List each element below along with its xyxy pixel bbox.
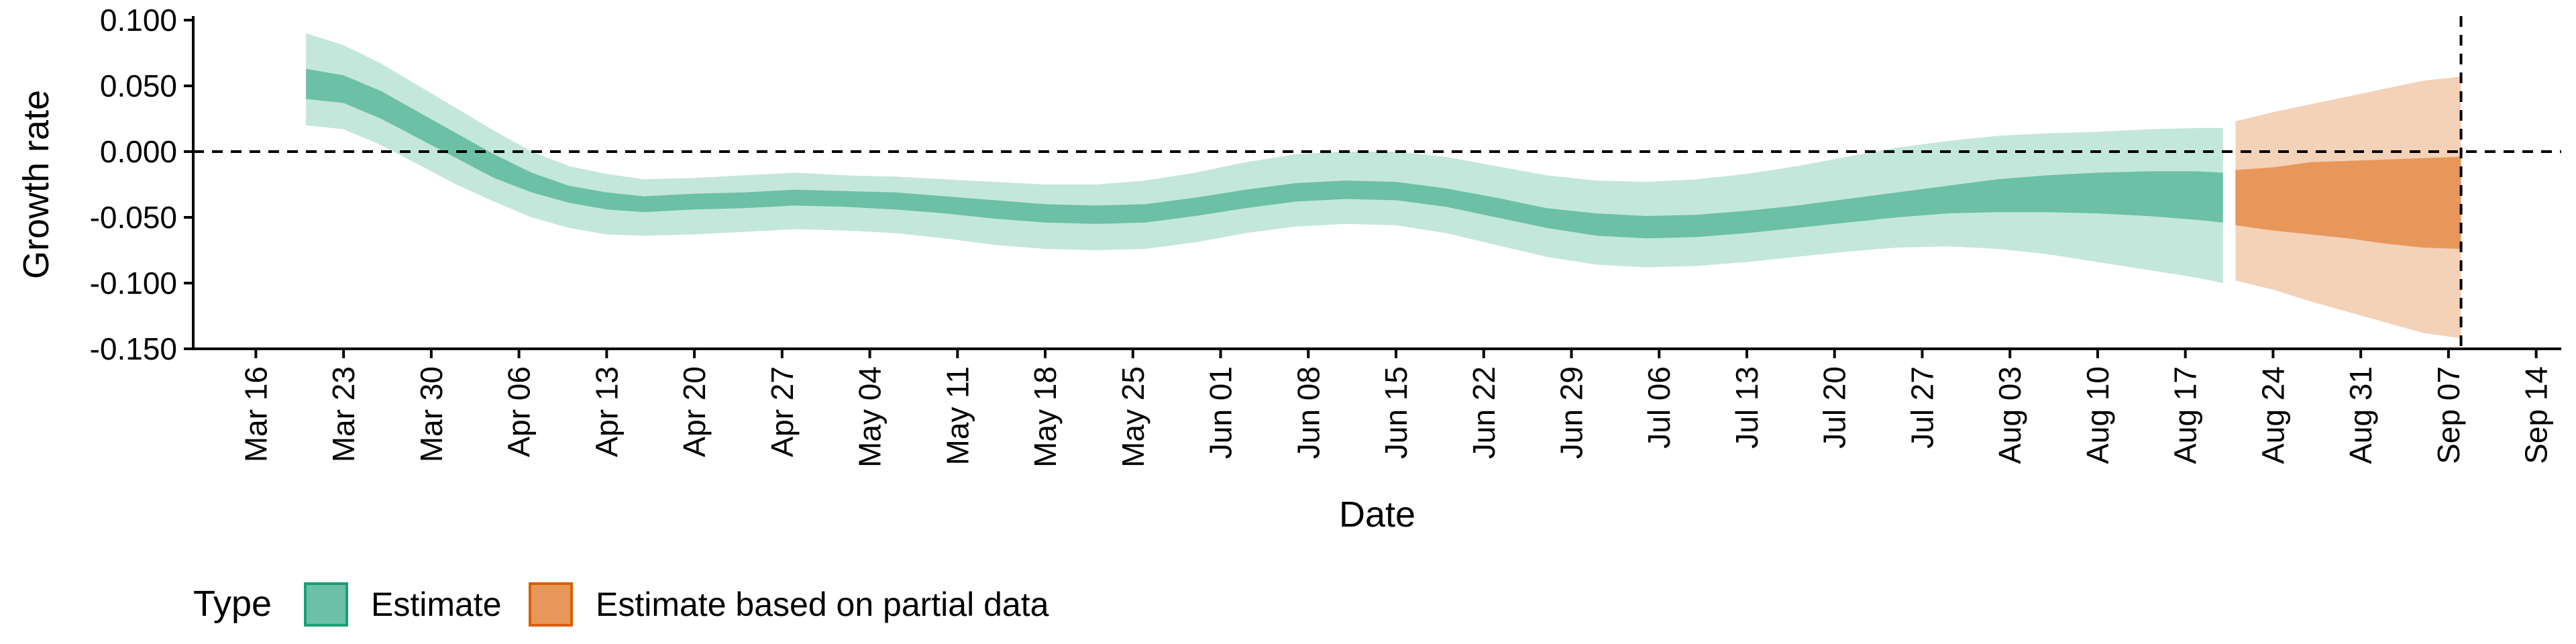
x-tick-label: Mar 23 bbox=[326, 366, 361, 462]
x-tick-label: Mar 30 bbox=[414, 366, 449, 462]
x-tick-label: Jun 29 bbox=[1554, 366, 1589, 459]
series-0-ribbon-50 bbox=[306, 68, 2223, 239]
x-tick-label: Aug 24 bbox=[2255, 366, 2290, 464]
x-tick-label: Jul 20 bbox=[1817, 366, 1852, 449]
y-tick-label: 0.050 bbox=[100, 68, 177, 103]
x-tick-label: Jun 08 bbox=[1291, 366, 1326, 459]
x-tick-label: Jun 01 bbox=[1203, 366, 1238, 459]
axes: 0.100 0.050 0.000 -0.050 -0.100 -0.150 Mar 16 M… bbox=[16, 3, 2561, 535]
legend-swatch-1 bbox=[529, 582, 573, 627]
x-tick-label: Sep 14 bbox=[2519, 366, 2554, 464]
x-tick-label: May 25 bbox=[1116, 366, 1150, 468]
legend: Type Estimate Estimate based on partial da… bbox=[193, 582, 1049, 627]
y-tick-label: 0.000 bbox=[100, 134, 177, 169]
x-tick-label: Aug 10 bbox=[2080, 366, 2115, 464]
legend-swatch-0 bbox=[304, 582, 348, 627]
x-tick-label: Apr 06 bbox=[502, 366, 537, 458]
x-tick-label: Jun 22 bbox=[1466, 366, 1501, 459]
ribbon-layer bbox=[306, 33, 2461, 339]
x-tick-label: Jul 06 bbox=[1642, 366, 1676, 449]
x-tick-label: Jul 27 bbox=[1904, 366, 1939, 449]
x-tick-label: Sep 07 bbox=[2431, 366, 2466, 464]
x-tick-label: Aug 03 bbox=[1992, 366, 2027, 464]
x-tick-label: Apr 27 bbox=[765, 366, 800, 458]
series-1-ribbon-50 bbox=[2235, 156, 2461, 249]
y-tick-label: 0.100 bbox=[100, 3, 177, 38]
x-tick-label: May 04 bbox=[853, 366, 888, 468]
x-tick-label: May 11 bbox=[940, 366, 975, 465]
x-tick-label: Aug 17 bbox=[2168, 366, 2203, 464]
y-tick-label: -0.100 bbox=[90, 266, 177, 301]
legend-title: Type bbox=[193, 584, 272, 624]
legend-label-0: Estimate bbox=[371, 586, 502, 623]
y-tick-label: -0.050 bbox=[90, 200, 177, 235]
x-tick-label: Aug 31 bbox=[2343, 366, 2378, 464]
x-tick-label: Jun 15 bbox=[1379, 366, 1413, 459]
legend-label-1: Estimate based on partial data bbox=[596, 586, 1049, 623]
x-tick-label: Apr 13 bbox=[589, 366, 624, 458]
x-tick-label: Jul 13 bbox=[1729, 366, 1764, 449]
x-tick-label: May 18 bbox=[1028, 366, 1063, 468]
y-axis-title: Growth rate bbox=[16, 90, 56, 279]
y-tick-label: -0.150 bbox=[90, 331, 177, 366]
x-axis-title: Date bbox=[1339, 494, 1415, 535]
reference-lines bbox=[193, 16, 2561, 349]
x-tick-label: Apr 20 bbox=[677, 366, 712, 458]
x-tick-label: Mar 16 bbox=[238, 366, 273, 462]
series-0-ribbon-90 bbox=[306, 33, 2223, 283]
